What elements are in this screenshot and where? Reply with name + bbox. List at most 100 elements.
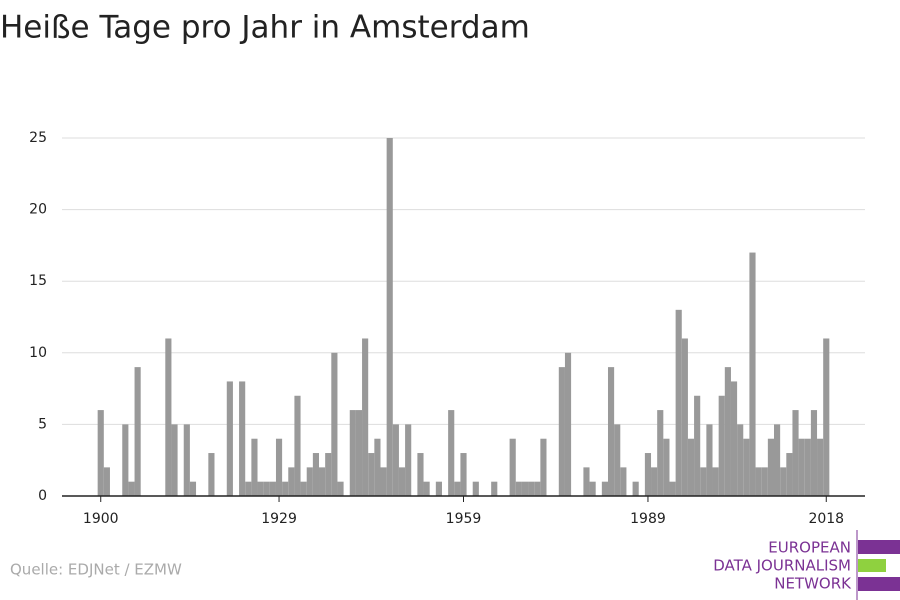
bar [448,410,455,496]
bar [540,438,547,496]
bar [804,438,811,496]
bar [460,453,467,496]
bar [774,424,781,496]
bar [362,338,369,496]
bar [767,438,775,496]
bar [239,381,246,496]
bar [134,367,141,496]
bar [743,438,750,496]
bar [694,395,701,496]
y-tick-label: 25 [29,130,47,146]
bar [675,309,682,496]
bar [534,481,541,496]
bar [601,481,608,496]
bar [355,410,363,496]
bar [128,481,135,496]
bar [491,481,498,496]
bar [435,481,442,496]
bar [558,367,565,496]
y-tick-label: 5 [38,416,47,432]
bar [380,467,387,496]
bar [749,252,756,496]
bar [657,410,664,496]
bar [681,338,688,496]
bar [780,467,787,496]
logo-bar [858,577,900,591]
bar [712,467,719,496]
bar [257,481,264,496]
bar [103,467,110,496]
bar [810,410,818,496]
bar [423,481,430,496]
bar [724,367,731,496]
bar [823,338,830,496]
bar [122,424,129,496]
bar [663,438,670,496]
bar [718,395,725,496]
bar [405,424,412,496]
x-tick-label: 1900 [83,511,119,527]
x-tick-label: 1989 [630,511,666,527]
bar [349,410,356,496]
bar [798,438,805,496]
bar [454,481,461,496]
bar [509,438,516,496]
bar [306,467,313,496]
bar [245,481,252,496]
bar [398,467,406,496]
x-tick-label: 1959 [446,511,482,527]
bar [312,453,320,496]
logo-text: EUROPEAN [768,539,851,557]
bar [817,438,824,496]
bar [669,481,676,496]
bar [700,467,707,496]
bar [515,481,522,496]
bar [386,138,393,496]
bar [331,352,338,496]
bar [644,453,652,496]
bar [337,481,344,496]
bar [564,352,572,496]
bar [521,481,529,496]
bar [687,438,695,496]
bar [620,467,627,496]
bar [730,381,738,496]
bar [294,395,301,496]
bar [761,467,768,496]
bar [97,410,104,496]
bar [528,481,535,496]
bar [325,453,332,496]
bar [208,453,215,496]
bar [706,424,713,496]
bar [251,438,258,496]
bar [275,438,283,496]
y-tick-label: 20 [29,202,47,218]
source: Quelle: EDJNet / EZMW [10,561,182,579]
bar [589,481,596,496]
bar [282,481,289,496]
bar [368,453,375,496]
logo-bar [858,559,886,572]
y-tick-label: 10 [29,345,47,361]
bar [269,481,276,496]
bar [288,467,295,496]
bar [737,424,744,496]
bar [651,467,658,496]
logo-text: DATA JOURNALISM [713,557,851,575]
bar [183,424,190,496]
chart-title: Heiße Tage pro Jahr in Amsterdam [0,10,530,46]
x-tick-label: 1929 [261,511,297,527]
bar [417,453,424,496]
bar [607,367,615,496]
bar [300,481,307,496]
bar [786,453,793,496]
x-tick-label: 2018 [808,511,844,527]
bar [392,424,399,496]
bar [472,481,479,496]
bar [226,381,233,496]
bar [189,481,197,496]
bar [583,467,590,496]
bar [632,481,639,496]
bar [171,424,178,496]
